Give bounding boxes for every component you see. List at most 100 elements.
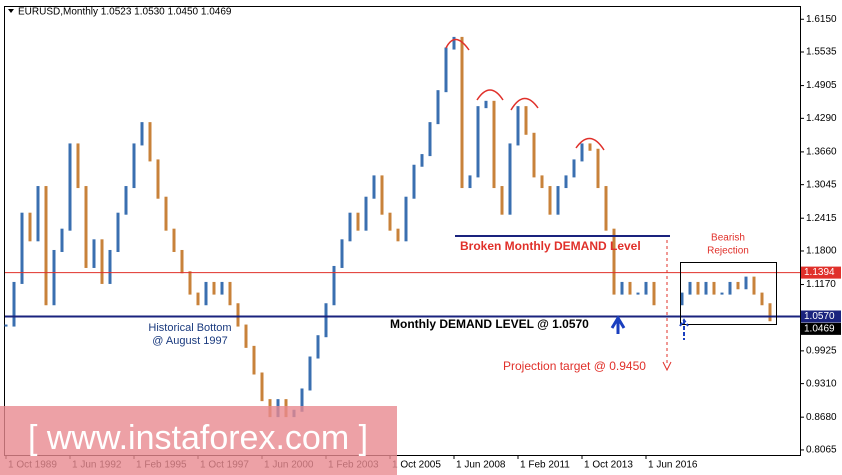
x-tick-label: 1 Oct 2005 <box>392 460 441 471</box>
price-bar <box>508 143 512 215</box>
price-bar <box>572 159 576 178</box>
price-bar <box>60 228 64 252</box>
price-bar <box>704 281 708 295</box>
price-bar <box>164 196 168 231</box>
x-tick-label: 1 Jun 2016 <box>648 460 698 471</box>
price-bar <box>696 281 700 295</box>
price-bar <box>728 281 732 295</box>
price-bar <box>236 303 240 327</box>
price-bar <box>324 303 328 338</box>
x-tick-label: 1 Feb 2011 <box>520 460 570 471</box>
price-bar <box>372 175 376 199</box>
bounce-arrow <box>610 315 626 334</box>
price-bar <box>404 196 408 242</box>
price-bar <box>588 143 592 151</box>
price-bar <box>76 143 80 189</box>
price-bar <box>124 186 128 215</box>
price-bar <box>308 356 312 391</box>
price-bar <box>36 186 40 242</box>
price-bar <box>428 122 432 157</box>
price-bar <box>4 324 8 327</box>
price-bar <box>412 164 416 199</box>
price-bar <box>108 249 112 284</box>
y-tick-label: 1.3045 <box>806 179 837 190</box>
price-bar <box>396 228 400 242</box>
price-bar <box>768 303 772 322</box>
annotation: @ August 1997 <box>152 335 227 347</box>
price-bar <box>44 186 48 306</box>
y-tick-label: 1.3660 <box>806 147 837 158</box>
y-tick-label: 0.8680 <box>806 412 837 423</box>
price-bar <box>524 106 528 135</box>
price-bar <box>172 228 176 252</box>
price-bar <box>348 212 352 242</box>
price-bar <box>380 175 384 215</box>
y-tick-label: 0.8065 <box>806 445 837 456</box>
price-bar <box>52 249 56 306</box>
y-tick-label: 1.5535 <box>806 47 837 58</box>
annotation: Projection target @ 0.9450 <box>503 359 646 373</box>
price-bar <box>712 281 716 295</box>
price-bar <box>332 265 336 306</box>
price-bar <box>364 196 368 231</box>
x-tick-label: 1 Oct 2013 <box>584 460 633 471</box>
price-tag <box>801 310 841 323</box>
price-bar <box>744 276 748 290</box>
y-tick-label: 1.2415 <box>806 213 837 224</box>
plot-frame <box>4 6 801 456</box>
price-tag <box>801 266 841 279</box>
y-tick-label: 1.4290 <box>806 113 837 124</box>
price-bar <box>736 281 740 290</box>
price-bar <box>316 335 320 359</box>
chart-header: EURUSD,Monthly 1.0523 1.0530 1.0450 1.04… <box>18 7 232 18</box>
price-bar <box>688 281 692 295</box>
watermark: [ www.instaforex.com ] <box>28 419 368 457</box>
projection-arrow <box>662 361 672 372</box>
annotation: Historical Bottom <box>148 322 231 334</box>
price-bar <box>500 186 504 215</box>
price-bar <box>20 212 24 284</box>
price-bar <box>636 292 640 295</box>
price-bar <box>244 324 248 348</box>
price-bar <box>532 132 536 178</box>
price-bar <box>148 122 152 162</box>
bounce-arrow <box>679 318 689 340</box>
price-tag-label: 1.0469 <box>804 324 835 335</box>
price-bar <box>140 122 144 146</box>
price-bar <box>484 100 488 109</box>
rejection-box <box>680 262 777 325</box>
annotation: Broken Monthly DEMAND Level <box>460 239 641 253</box>
price-bar <box>100 239 104 284</box>
price-bar <box>212 281 216 295</box>
y-tick-label: 0.9925 <box>806 345 837 356</box>
price-tag-label: 1.0570 <box>804 311 835 322</box>
y-tick-label: 1.1800 <box>806 246 837 257</box>
price-bar <box>752 276 756 295</box>
price-bar <box>444 47 448 93</box>
price-bar <box>540 175 544 189</box>
price-bar <box>156 159 160 199</box>
price-bar <box>604 186 608 231</box>
price-tag-label: 1.1394 <box>804 267 835 278</box>
price-bar <box>84 186 88 268</box>
y-tick-label: 0.9310 <box>806 378 837 389</box>
y-tick-label: 1.6150 <box>806 14 837 25</box>
price-bar <box>468 175 472 189</box>
annotation: Monthly DEMAND LEVEL @ 1.0570 <box>390 317 589 331</box>
price-bar <box>12 281 16 327</box>
price-bar <box>132 143 136 189</box>
price-bar <box>252 345 256 375</box>
price-bar <box>180 249 184 274</box>
price-bar <box>260 372 264 402</box>
price-bar <box>612 228 616 295</box>
price-bar <box>516 106 520 146</box>
price-bar <box>460 36 464 189</box>
price-bar <box>204 281 208 306</box>
price-bar <box>388 212 392 231</box>
annotation: Rejection <box>707 246 749 257</box>
price-bar <box>548 186 552 215</box>
price-bar <box>340 239 344 268</box>
price-bar <box>556 186 560 215</box>
